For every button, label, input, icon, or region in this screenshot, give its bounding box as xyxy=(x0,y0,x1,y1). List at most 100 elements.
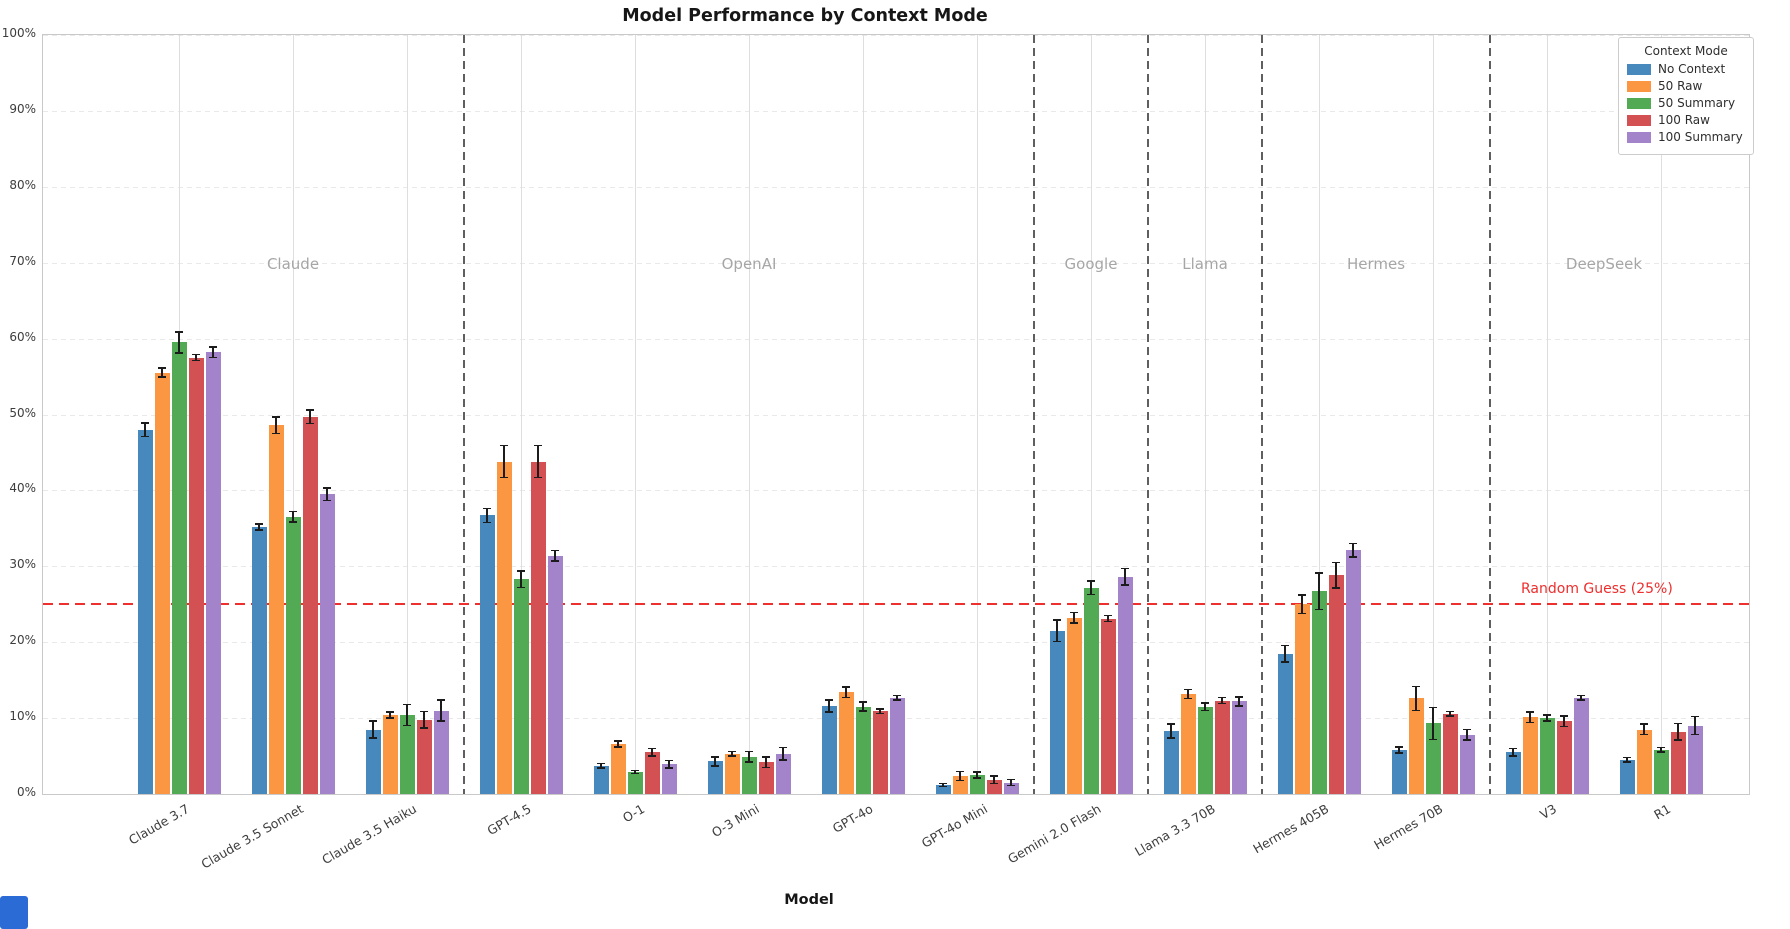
error-bar-line xyxy=(178,331,180,354)
error-bar-cap-bottom xyxy=(551,560,559,562)
bar xyxy=(1636,729,1652,794)
error-bar-cap-top xyxy=(990,775,998,777)
error-bar-cap-top xyxy=(1509,747,1517,750)
error-bar-cap-bottom xyxy=(1121,584,1129,586)
x-tick-label: O-3 Mini xyxy=(708,801,762,841)
x-tick-label: V3 xyxy=(1537,801,1560,823)
legend-swatch xyxy=(1627,80,1651,92)
error-bar-cap-top xyxy=(1298,594,1306,596)
error-bar-cap-top xyxy=(1281,644,1289,646)
legend-item: 100 Summary xyxy=(1627,130,1745,144)
error-bar xyxy=(1084,580,1099,596)
bar xyxy=(1003,782,1019,794)
grid-line-v xyxy=(635,35,636,794)
error-bar-line xyxy=(1221,696,1223,705)
error-bar xyxy=(1460,728,1475,741)
error-bar-line xyxy=(1432,706,1434,741)
error-bar-cap-top xyxy=(1053,619,1061,621)
bar xyxy=(969,775,985,794)
random-guess-label: Random Guess (25%) xyxy=(1521,581,1673,598)
bar xyxy=(1505,752,1521,794)
bar xyxy=(1049,630,1065,794)
error-bar-line xyxy=(1284,644,1286,663)
grid-line-h xyxy=(43,35,1749,36)
error-bar-cap-bottom xyxy=(893,699,901,701)
error-bar xyxy=(1574,694,1589,701)
error-bar-cap-bottom xyxy=(990,782,998,785)
error-bar-line xyxy=(1580,694,1582,701)
bar xyxy=(285,517,301,794)
error-bar-cap-bottom xyxy=(1623,761,1631,763)
legend-item: 100 Raw xyxy=(1627,113,1745,127)
error-bar-cap-bottom xyxy=(1691,733,1699,736)
error-bar-cap-bottom xyxy=(762,766,770,769)
error-bar xyxy=(138,422,153,438)
error-bar xyxy=(970,771,985,779)
error-bar xyxy=(1688,715,1703,736)
chart-title: Model Performance by Context Mode xyxy=(622,6,988,26)
error-bar-line xyxy=(1449,710,1451,717)
error-bar-line xyxy=(440,699,442,722)
error-bar-line xyxy=(292,510,294,523)
grid-line-v xyxy=(1091,35,1092,794)
error-bar-cap-bottom xyxy=(745,761,753,763)
error-bar-cap-top xyxy=(842,686,850,688)
error-bar xyxy=(611,740,626,748)
error-bar-cap-top xyxy=(745,750,753,753)
error-bar-cap-top xyxy=(1463,728,1471,731)
error-bar-cap-top xyxy=(306,409,314,411)
vendor-separator xyxy=(1261,35,1263,794)
error-bar-line xyxy=(1090,580,1092,596)
error-bar xyxy=(383,711,398,719)
error-bar xyxy=(987,775,1002,785)
error-bar xyxy=(1312,572,1327,611)
error-bar-cap-bottom xyxy=(141,435,149,438)
error-bar-cap-bottom xyxy=(289,521,297,523)
error-bar xyxy=(206,346,221,359)
bar xyxy=(302,416,318,794)
error-bar-line xyxy=(1238,696,1240,707)
error-bar-line xyxy=(554,549,556,562)
x-tick-label: GPT-4.5 xyxy=(484,801,534,839)
error-bar xyxy=(594,762,609,769)
error-bar-cap-top xyxy=(1577,694,1585,697)
bar xyxy=(775,753,791,794)
error-bar-cap-bottom xyxy=(1429,738,1437,741)
error-bar-line xyxy=(326,487,328,502)
error-bar-cap-bottom xyxy=(1526,721,1534,724)
bar xyxy=(872,711,888,794)
error-bar-line xyxy=(617,740,619,748)
error-bar-line xyxy=(406,703,408,727)
error-bar-cap-top xyxy=(1543,714,1551,716)
error-bar-cap-top xyxy=(323,487,331,489)
bar xyxy=(838,692,854,794)
error-bar-cap-bottom xyxy=(420,727,428,729)
error-bar-cap-top xyxy=(939,782,947,785)
legend-swatch xyxy=(1627,114,1651,126)
bar xyxy=(399,715,415,794)
error-bar xyxy=(628,769,643,775)
error-bar-line xyxy=(634,769,636,775)
grid-line-h xyxy=(43,414,1749,416)
error-bar xyxy=(1637,723,1652,736)
bar xyxy=(365,729,381,794)
error-bar-cap-bottom xyxy=(1104,620,1112,623)
bar xyxy=(1214,700,1230,794)
error-bar xyxy=(514,570,529,589)
error-bar-cap-top xyxy=(1560,715,1568,717)
error-bar-line xyxy=(976,771,978,779)
error-bar-line xyxy=(1301,594,1303,615)
error-bar-line xyxy=(896,694,898,701)
bar xyxy=(1459,734,1475,794)
error-bar-cap-top xyxy=(711,756,719,758)
error-bar-cap-bottom xyxy=(1281,661,1289,663)
legend-item-label: 50 Raw xyxy=(1658,79,1703,93)
error-bar xyxy=(1215,696,1230,705)
error-bar-cap-top xyxy=(893,694,901,697)
bar xyxy=(1442,713,1458,794)
error-bar-cap-top xyxy=(1526,711,1534,713)
bar xyxy=(889,697,905,794)
grid-line-h xyxy=(43,262,1749,264)
bar xyxy=(382,715,398,794)
error-bar-cap-top xyxy=(1087,580,1095,582)
